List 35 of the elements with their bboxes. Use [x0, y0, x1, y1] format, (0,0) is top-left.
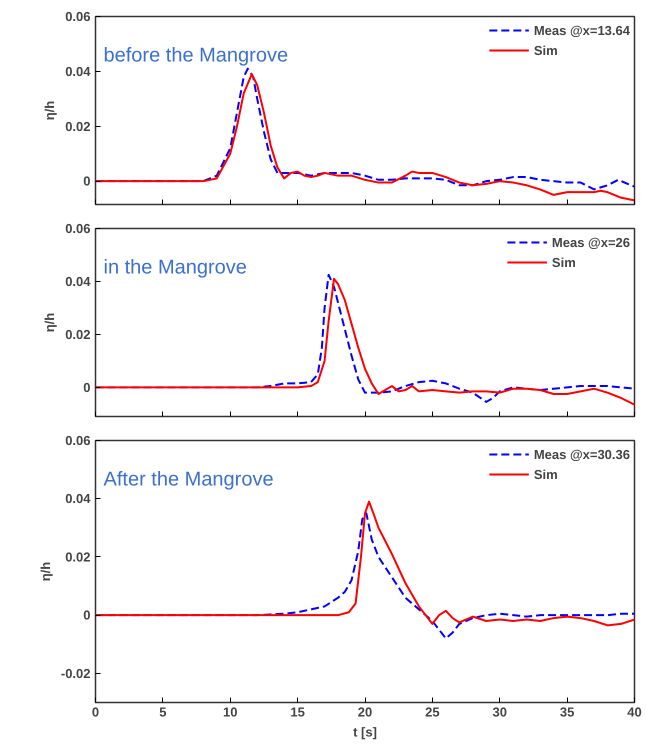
y-tick-label: 0: [83, 174, 91, 189]
y-tick-label: -0.02: [60, 666, 91, 681]
y-tick-label: 0.04: [65, 274, 92, 289]
x-tick-label: 5: [159, 704, 166, 720]
legend-label: Meas @x=13.64: [534, 22, 630, 38]
y-tick-label: 0.02: [65, 118, 91, 134]
y-axis-title: η/h: [42, 312, 58, 332]
x-tick-label: 30: [492, 704, 507, 720]
x-tick-label: 10: [223, 704, 238, 720]
y-axis-title: η/h: [38, 562, 53, 582]
legend-label: Sim: [552, 254, 576, 270]
y-tick-label: 0.02: [65, 326, 91, 342]
x-axis-title: t [s]: [353, 724, 377, 740]
text: in the Mangrove: [104, 256, 247, 278]
y-tick-label: 0.02: [65, 549, 91, 564]
x-tick-label: 40: [627, 704, 642, 720]
y-tick-label: 0: [83, 608, 91, 623]
text: After the Mangrove: [104, 468, 274, 490]
legend-label: Meas @x=26: [552, 234, 630, 250]
x-tick-label: 15: [290, 704, 305, 720]
y-axis-title: η/h: [42, 100, 58, 120]
y-tick-label: 0.06: [65, 9, 91, 24]
y-tick-label: 0.04: [65, 64, 92, 79]
legend-label: Meas @x=30.36: [534, 446, 630, 462]
x-tick-label: 35: [560, 704, 574, 720]
line-series: [96, 500, 634, 626]
legend-label: Sim: [534, 42, 558, 58]
x-tick-label: 25: [425, 704, 440, 720]
y-tick-label: 0: [83, 380, 91, 395]
y-tick-label: 0.06: [65, 221, 91, 236]
x-tick-label: 20: [358, 704, 372, 720]
y-tick-label: 0.04: [65, 491, 92, 506]
legend-label: Sim: [534, 466, 558, 482]
text: before the Mangrove: [104, 44, 288, 66]
y-tick-label: 0.06: [65, 433, 91, 448]
